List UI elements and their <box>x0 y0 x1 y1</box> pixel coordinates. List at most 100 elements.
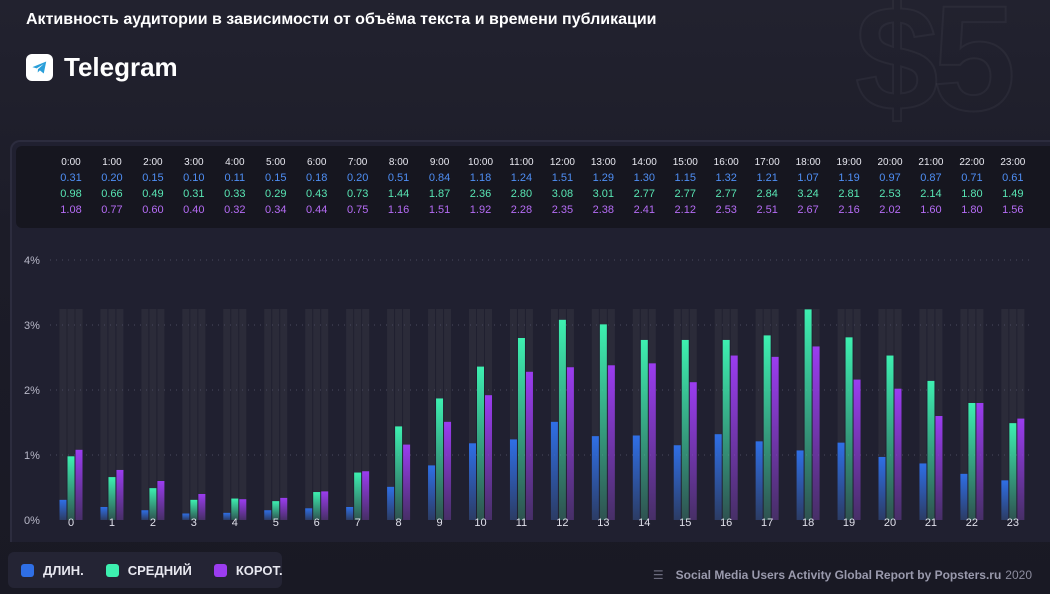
year-text: 2020 <box>1005 568 1032 582</box>
time-label: 17:00 <box>755 157 780 168</box>
bar-long <box>714 434 722 520</box>
bar-medium <box>149 488 157 520</box>
bar-track <box>108 309 116 520</box>
bar-short <box>771 356 779 520</box>
bar-track <box>231 309 239 520</box>
bar-track <box>346 309 354 520</box>
value-label-long: 1.15 <box>675 172 696 184</box>
value-label-long: 0.20 <box>101 172 122 184</box>
value-label-long: 1.32 <box>715 172 736 184</box>
source-text: Social Media Users Activity Global Repor… <box>675 568 1002 582</box>
value-label-long: 0.87 <box>920 172 941 184</box>
bar-long <box>305 508 313 520</box>
value-label-long: 1.19 <box>838 172 859 184</box>
value-label-short: 1.16 <box>388 204 409 216</box>
bar-short <box>444 421 452 520</box>
bar-long <box>141 510 149 520</box>
value-label-long: 0.61 <box>1002 172 1023 184</box>
bar-track <box>509 309 517 520</box>
platform-header: Telegram <box>26 52 178 83</box>
bar-long <box>1001 480 1009 520</box>
time-label: 19:00 <box>837 157 862 168</box>
bar-short <box>730 355 738 520</box>
value-label-short: 2.53 <box>715 204 736 216</box>
bar-medium <box>845 337 853 520</box>
bar-track <box>1009 309 1017 520</box>
bar-medium <box>681 339 689 520</box>
bar-short <box>648 363 656 520</box>
values-table-background <box>16 146 1050 228</box>
value-label-long: 1.51 <box>552 172 573 184</box>
value-label-medium: 1.80 <box>961 188 982 200</box>
value-label-long: 0.71 <box>961 172 982 184</box>
bar-long <box>837 442 845 520</box>
value-label-long: 1.18 <box>470 172 491 184</box>
bar-medium <box>231 498 239 520</box>
bar-long <box>591 436 599 520</box>
x-tick-label: 15 <box>679 517 691 529</box>
bar-track <box>157 309 165 520</box>
time-label: 4:00 <box>225 157 245 168</box>
value-label-medium: 0.73 <box>347 188 368 200</box>
bar-short <box>853 379 861 520</box>
bar-short <box>566 367 574 520</box>
bar-track <box>837 309 845 520</box>
value-label-long: 1.07 <box>797 172 818 184</box>
value-label-medium: 2.77 <box>634 188 655 200</box>
value-label-short: 2.12 <box>675 204 696 216</box>
bar-long <box>100 507 108 520</box>
value-label-medium: 0.98 <box>60 188 81 200</box>
bar-short <box>976 403 984 520</box>
bar-medium <box>354 472 362 520</box>
bar-short <box>157 481 165 520</box>
time-label: 2:00 <box>143 157 163 168</box>
bar-track <box>1001 309 1009 520</box>
bar-short <box>894 388 902 520</box>
value-label-long: 0.15 <box>142 172 163 184</box>
x-tick-label: 23 <box>1007 517 1019 529</box>
value-label-long: 1.30 <box>634 172 655 184</box>
bar-medium <box>763 335 771 520</box>
y-tick-label: 1% <box>24 450 40 462</box>
value-label-long: 0.51 <box>388 172 409 184</box>
bar-track <box>550 309 558 520</box>
value-label-short: 0.34 <box>265 204 286 216</box>
bar-medium <box>558 319 566 520</box>
value-label-medium: 2.80 <box>511 188 532 200</box>
value-label-long: 0.18 <box>306 172 327 184</box>
bar-track <box>395 309 403 520</box>
value-label-short: 2.67 <box>797 204 818 216</box>
bar-long <box>509 439 517 520</box>
legend: ДЛИН. СРЕДНИЙ КОРОТ. <box>8 552 283 588</box>
bar-long <box>960 473 968 520</box>
x-tick-label: 16 <box>720 517 732 529</box>
time-label: 0:00 <box>61 157 81 168</box>
value-label-medium: 3.08 <box>552 188 573 200</box>
x-tick-label: 5 <box>273 517 279 529</box>
bar-medium <box>599 324 607 520</box>
telegram-icon <box>26 54 53 81</box>
value-label-short: 0.77 <box>101 204 122 216</box>
bar-short <box>198 494 206 520</box>
bar-short <box>280 497 288 520</box>
x-tick-label: 14 <box>638 517 650 529</box>
x-tick-label: 17 <box>761 517 773 529</box>
time-label: 9:00 <box>430 157 450 168</box>
bar-track <box>239 309 247 520</box>
value-label-short: 2.38 <box>593 204 614 216</box>
bar-short <box>362 471 370 520</box>
bar-track <box>223 309 231 520</box>
bar-medium <box>517 338 525 520</box>
time-label: 8:00 <box>389 157 409 168</box>
bar-track <box>469 309 476 520</box>
bar-long <box>469 443 476 520</box>
legend-label-short: КОРОТ. <box>235 562 283 578</box>
x-tick-label: 2 <box>150 517 156 529</box>
value-label-medium: 2.81 <box>838 188 859 200</box>
page-title: Активность аудитории в зависимости от об… <box>26 11 657 28</box>
x-tick-label: 19 <box>843 517 855 529</box>
time-label: 23:00 <box>1000 157 1025 168</box>
time-label: 16:00 <box>714 157 739 168</box>
x-tick-label: 6 <box>314 517 320 529</box>
bar-short <box>689 382 697 520</box>
